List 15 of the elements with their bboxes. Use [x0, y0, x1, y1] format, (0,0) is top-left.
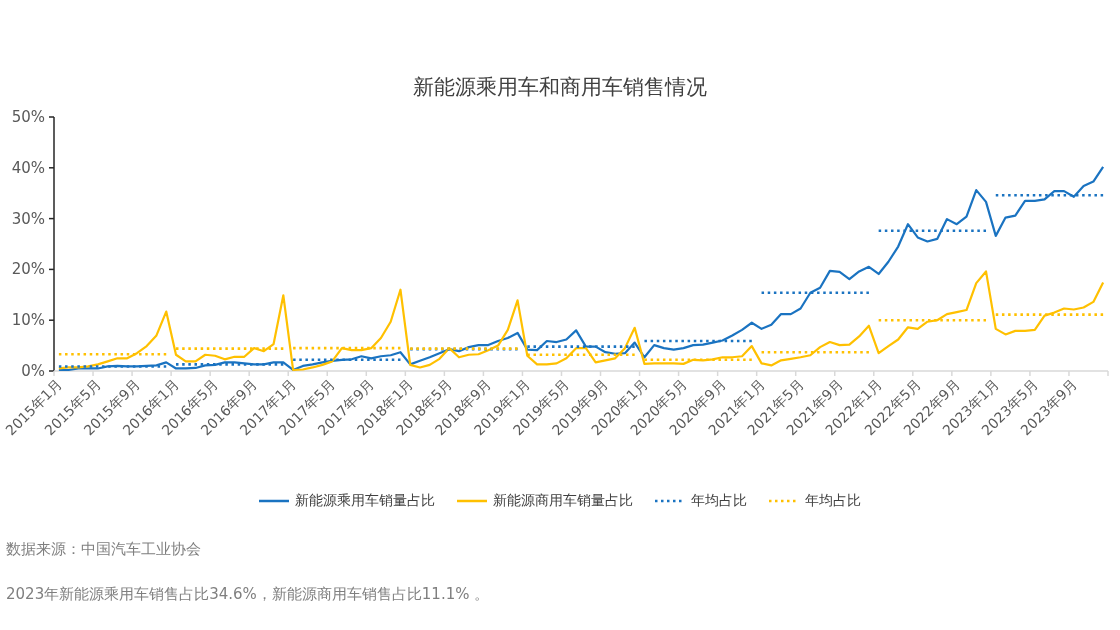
legend-label: 新能源乘用车销量占比 [295, 492, 435, 510]
legend-label: 年均占比 [691, 492, 747, 510]
text: 2023年新能源乘用车销售占比34.6%，新能源商用车销售占比11.1% 。 [6, 585, 490, 604]
line-series [57, 270, 1105, 372]
y-tick-label: 20% [11, 260, 45, 279]
legend-label: 年均占比 [805, 492, 861, 510]
source-note: 数据来源：中国汽车工业协会 [6, 540, 201, 559]
chart-title: 新能源乘用车和商用车销售情况 [413, 75, 707, 99]
y-tick-label: 30% [11, 209, 45, 228]
y-tick-label: 50% [11, 108, 45, 126]
y-tick-label: 40% [11, 158, 45, 177]
line-series [57, 165, 1105, 372]
legend-label: 新能源商用车销量占比 [493, 492, 633, 510]
y-tick-label: 0% [21, 362, 45, 380]
y-tick-label: 10% [11, 311, 45, 330]
